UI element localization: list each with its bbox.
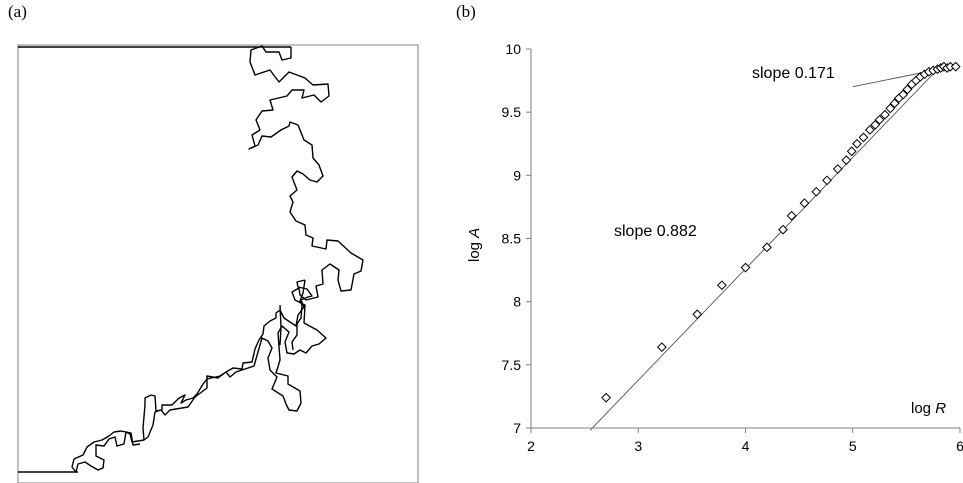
fit-label-0: slope 0.882 <box>614 223 697 240</box>
data-point-16 <box>865 124 875 135</box>
ticks-layer <box>526 48 961 433</box>
data-point-0 <box>601 392 611 403</box>
data-point-6 <box>778 224 788 235</box>
x-axis-label: log R <box>911 400 946 417</box>
y-axis-label: log A <box>466 228 483 262</box>
data-point-36 <box>950 61 961 72</box>
data-point-12 <box>841 155 852 166</box>
data-point-4 <box>740 262 751 273</box>
text-layer: 2 3 4 5 6 7 7.5 8 8.5 9 9.5 10 slope 0.882 slope 0.17… <box>466 41 963 454</box>
data-point-20 <box>885 103 896 114</box>
x-tick-label-2: 4 <box>742 438 750 454</box>
data-point-7 <box>786 210 797 221</box>
x-tick-label-0: 2 <box>527 438 535 454</box>
data-point-1 <box>656 342 667 353</box>
data-point-10 <box>822 175 832 186</box>
y-tick-label-1: 7.5 <box>502 357 522 373</box>
y-tick-label-3: 8.5 <box>502 231 522 247</box>
data-point-23 <box>898 89 909 100</box>
data-point-8 <box>799 198 810 209</box>
x-tick-label-3: 5 <box>849 438 857 454</box>
data-point-5 <box>762 242 772 253</box>
x-tick-label-4: 6 <box>956 438 963 454</box>
fit-lines-layer <box>589 65 955 431</box>
y-tick-label-4: 9 <box>513 167 521 183</box>
x-tick-label-1: 3 <box>634 438 642 454</box>
data-point-17 <box>870 119 881 130</box>
data-point-15 <box>858 132 869 143</box>
data-point-24 <box>902 84 913 95</box>
data-point-18 <box>874 114 885 125</box>
data-point-14 <box>852 138 862 149</box>
data-point-11 <box>832 164 843 174</box>
panel-b-label: (b) <box>456 2 476 21</box>
y-tick-label-5: 9.5 <box>502 104 522 120</box>
data-point-13 <box>846 146 857 157</box>
y-tick-label-6: 10 <box>505 41 521 57</box>
points-layer <box>601 61 961 403</box>
y-tick-label-2: 8 <box>513 294 521 310</box>
data-point-3 <box>716 280 727 291</box>
y-tick-label-0: 7 <box>513 420 521 436</box>
data-point-21 <box>889 98 900 109</box>
fit-line-0 <box>589 73 934 431</box>
panel-a-label: (a) <box>8 2 27 21</box>
fit-label-1: slope 0.171 <box>752 65 835 82</box>
data-point-19 <box>880 109 890 120</box>
data-point-2 <box>692 309 703 320</box>
data-point-9 <box>811 186 822 197</box>
